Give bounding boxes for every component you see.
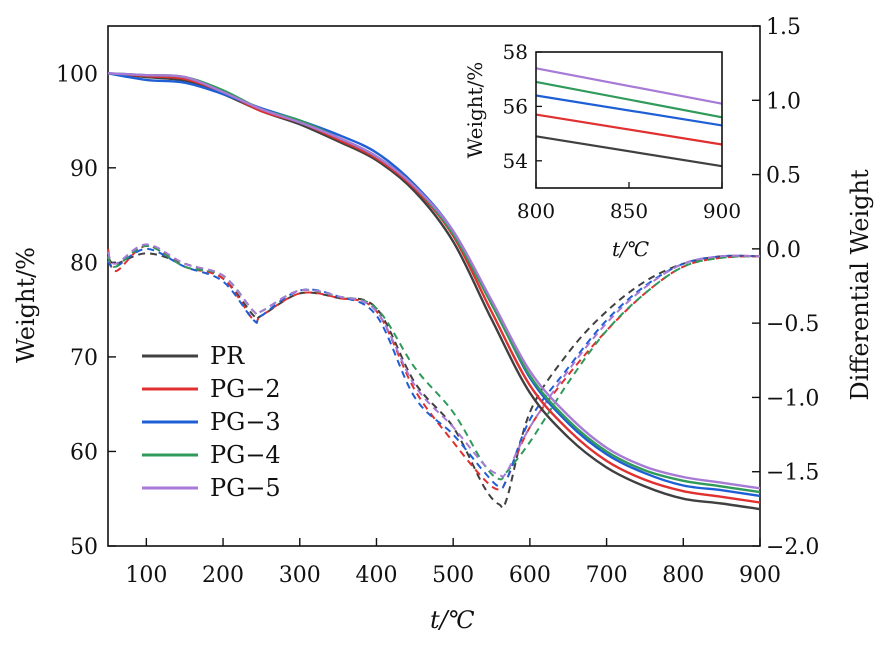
inset-x-tick-label: 800 xyxy=(517,199,555,223)
y-right-tick-label: 1.0 xyxy=(766,89,801,114)
y-left-tick-label: 100 xyxy=(56,62,98,87)
legend-label: PG−2 xyxy=(210,375,281,403)
inset-y-tick-label: 56 xyxy=(503,94,528,118)
inset-x-tick-label: 850 xyxy=(610,199,648,223)
y-right-tick-label: −1.5 xyxy=(766,461,819,486)
y-axis-right-label: Differential Weight xyxy=(846,169,874,401)
dtg-curve-pg-3 xyxy=(107,247,761,489)
legend-label: PG−3 xyxy=(210,408,281,436)
y-left-tick-label: 60 xyxy=(70,440,98,465)
x-tick-label: 300 xyxy=(279,563,321,588)
legend: PR PG−2 PG−3 PG−4 PG−5 xyxy=(142,342,281,502)
inset-curve-pg-4 xyxy=(535,80,723,119)
inset-y-tick-label: 54 xyxy=(503,149,528,173)
y-right-tick-label: −2.0 xyxy=(766,535,819,560)
x-tick-label: 800 xyxy=(662,563,704,588)
inset-x-axis-label: t/℃ xyxy=(612,237,649,261)
main-plot-frame xyxy=(107,25,761,547)
y-left-tick-label: 80 xyxy=(70,251,98,276)
legend-label: PG−5 xyxy=(210,474,281,502)
dtg-curve-pr xyxy=(107,252,761,509)
y-left-tick-label: 50 xyxy=(70,535,98,560)
inset-curve-pr xyxy=(535,135,723,168)
tg-curve-pg-5 xyxy=(107,72,761,490)
y-right-tick-label: −0.5 xyxy=(766,312,819,337)
x-tick-label: 400 xyxy=(355,563,397,588)
y-left-tick-label: 70 xyxy=(70,346,98,371)
inset-curve-pg-5 xyxy=(535,67,723,105)
inset-y-tick-label: 58 xyxy=(503,40,528,64)
y-left-tick-label: 90 xyxy=(70,157,98,182)
y-right-tick-label: −1.0 xyxy=(766,386,819,411)
x-tick-label: 700 xyxy=(586,563,628,588)
legend-label: PG−4 xyxy=(210,441,281,469)
x-tick-label: 600 xyxy=(509,563,551,588)
x-tick-label: 900 xyxy=(739,563,781,588)
x-axis-label: t/℃ xyxy=(430,606,475,634)
inset-x-tick-label: 900 xyxy=(703,199,741,223)
y-right-tick-label: 1.5 xyxy=(766,15,801,40)
x-tick-label: 500 xyxy=(432,563,474,588)
y-right-tick-label: 0.5 xyxy=(766,164,801,189)
legend-label: PR xyxy=(210,342,245,370)
inset-y-axis-label: Weight/% xyxy=(463,62,487,159)
y-axis-left-label: Weight/% xyxy=(12,247,40,363)
inset-curve-pg-3 xyxy=(535,94,723,127)
x-tick-label: 100 xyxy=(125,563,167,588)
dtg-curve-pg-4 xyxy=(107,244,761,481)
inset-curve-pg-2 xyxy=(535,113,723,146)
dtg-curve-pg-2 xyxy=(107,244,761,491)
y-right-tick-label: 0.0 xyxy=(766,238,801,263)
x-tick-label: 200 xyxy=(202,563,244,588)
